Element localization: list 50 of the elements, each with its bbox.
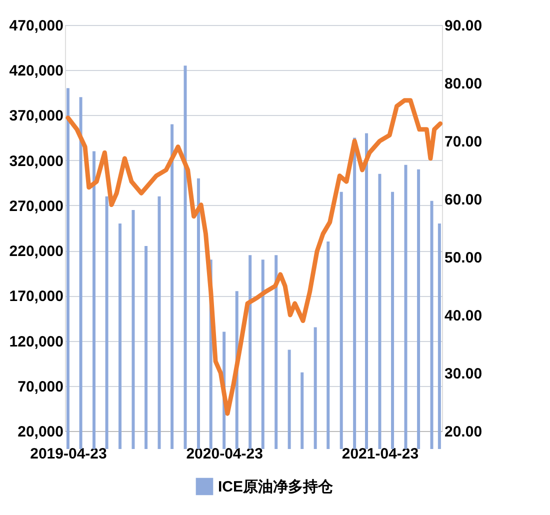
bar: [391, 192, 394, 450]
bar: [288, 350, 291, 450]
y2-tick-label: 70.00: [444, 134, 482, 150]
y-tick-label: 470,000: [9, 18, 64, 34]
y-tick-label: 70,000: [18, 378, 64, 396]
y-tick-label: 320,000: [9, 152, 64, 170]
bar: [274, 255, 278, 450]
y2-tick-label: 20.00: [444, 424, 482, 440]
bar: [438, 223, 441, 450]
bar: [404, 164, 408, 450]
bar: [314, 327, 317, 450]
y2-tick-label: 60.00: [444, 192, 482, 208]
bar: [170, 124, 174, 450]
bar: [300, 372, 304, 450]
y-tick-label: 270,000: [9, 198, 64, 215]
bar: [353, 138, 356, 450]
bar: [326, 242, 330, 450]
bar: [417, 169, 420, 450]
bar: [248, 255, 252, 450]
bar: [118, 223, 122, 450]
y-tick-label: 120,000: [9, 333, 64, 350]
y2-tick-label: 30.00: [444, 366, 482, 382]
bar: [144, 246, 148, 450]
x-tick-label: 2019-04-23: [30, 446, 107, 462]
y-tick-label: 220,000: [9, 243, 64, 260]
y2-tick-label: 50.00: [444, 250, 482, 266]
bar: [66, 88, 70, 450]
legend-label: ICE原油净多持仓: [218, 478, 334, 496]
bar: [158, 196, 161, 450]
x-tick-label: 2020-04-23: [186, 446, 263, 462]
bar: [430, 200, 434, 450]
bar: [184, 66, 187, 450]
y2-tick-label: 40.00: [444, 308, 482, 324]
bar: [340, 192, 343, 450]
line-series: [66, 98, 443, 416]
bar: [378, 174, 382, 450]
y-tick-label: 420,000: [9, 62, 64, 80]
y-tick-label: 370,000: [9, 108, 64, 125]
x-tick-label: 2021-04-23: [342, 446, 419, 462]
bar: [261, 260, 264, 450]
y-tick-label: 170,000: [9, 288, 64, 306]
bar: [105, 196, 108, 450]
y2-tick-label: 80.00: [444, 76, 482, 92]
bar: [365, 133, 368, 450]
bar: [92, 151, 96, 450]
y2-tick-label: 90.00: [444, 18, 482, 34]
bar: [79, 97, 82, 450]
bar: [196, 178, 200, 450]
bar: [132, 210, 135, 450]
y-tick-label: 20,000: [18, 424, 64, 440]
